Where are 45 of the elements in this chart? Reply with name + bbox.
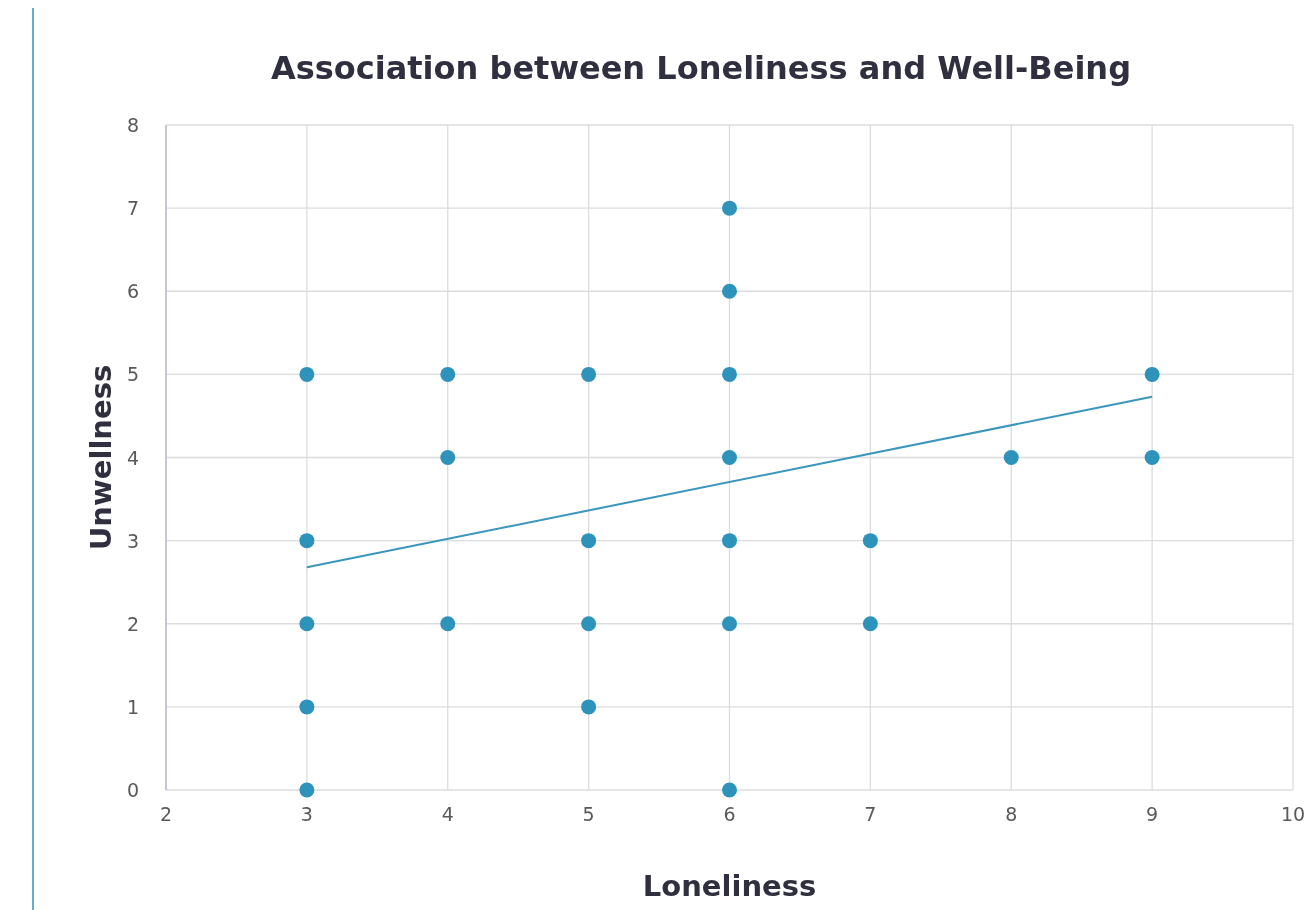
x-tick-label: 10 <box>1280 803 1306 825</box>
y-tick-label: 2 <box>126 612 139 635</box>
point <box>722 782 737 798</box>
point <box>581 699 597 715</box>
x-tick-label: 6 <box>723 803 736 825</box>
x-tick-label: 7 <box>864 803 877 825</box>
point <box>722 366 737 382</box>
point <box>722 616 737 632</box>
point <box>722 533 737 549</box>
point <box>581 533 597 549</box>
point <box>722 450 737 465</box>
y-tick-label: 0 <box>126 779 139 801</box>
y-tick-label: 6 <box>126 280 139 303</box>
point <box>581 616 597 632</box>
x-tick-label: 3 <box>300 803 313 825</box>
y-tick-label: 1 <box>126 695 139 718</box>
point <box>1144 366 1160 382</box>
y-tick-label: 3 <box>126 529 139 552</box>
point <box>722 283 737 299</box>
point <box>1144 450 1160 465</box>
chart-title: Association between Loneliness and Well-Being <box>270 49 1132 87</box>
x-axis-title: Loneliness <box>642 869 817 903</box>
point <box>299 533 315 549</box>
y-tick-label: 5 <box>126 363 139 386</box>
point <box>581 366 597 382</box>
point <box>440 450 456 465</box>
point <box>440 616 456 632</box>
point <box>299 782 315 798</box>
point <box>299 616 315 632</box>
x-tick-label: 8 <box>1005 803 1018 825</box>
point <box>722 200 737 216</box>
x-tick-label: 9 <box>1146 803 1159 825</box>
point <box>862 533 878 549</box>
y-tick-label: 4 <box>126 446 139 469</box>
y-tick-label: 7 <box>126 197 139 220</box>
point <box>862 616 878 632</box>
point <box>1003 450 1019 465</box>
x-tick-label: 5 <box>582 803 595 825</box>
y-axis-title: Unwellness <box>84 364 118 551</box>
point <box>299 366 315 382</box>
x-tick-label: 4 <box>441 803 454 825</box>
y-tick-label: 8 <box>126 114 139 136</box>
point <box>299 699 315 715</box>
x-tick-label: 2 <box>159 803 173 825</box>
point <box>440 366 456 382</box>
